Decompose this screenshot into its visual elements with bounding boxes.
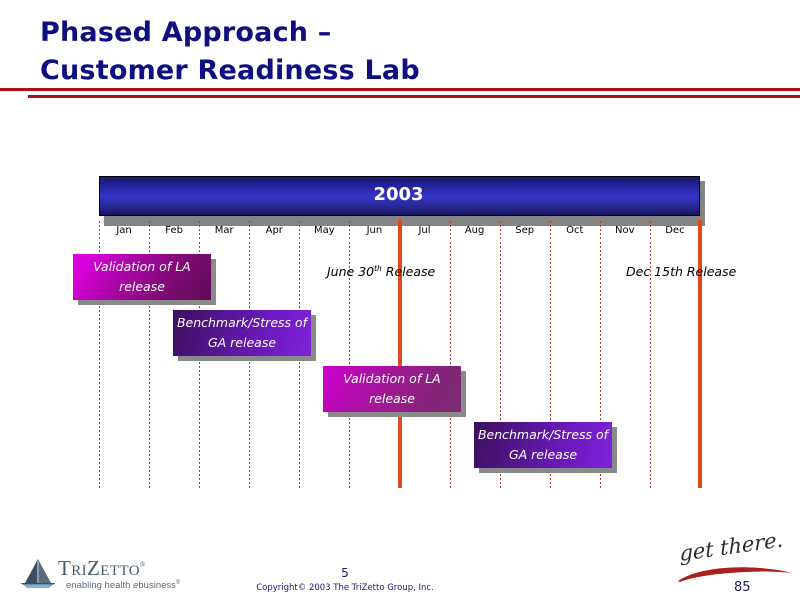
logo-word-t: T bbox=[58, 556, 72, 580]
month-label: Sep bbox=[515, 225, 535, 236]
swoosh-icon bbox=[678, 567, 792, 582]
task-bar-label-line: Benchmark/Stress of bbox=[477, 427, 609, 442]
month-label: Mar bbox=[214, 225, 234, 236]
logo-tagline-part-a: enabling health bbox=[66, 580, 134, 592]
gridline-4 bbox=[299, 242, 300, 488]
logo-word-ri: RI bbox=[71, 563, 88, 579]
month-cell-feb[interactable]: Feb bbox=[149, 220, 199, 242]
task-bar-1[interactable]: Validation of LA release bbox=[73, 254, 216, 305]
task-bar-fill bbox=[173, 310, 311, 356]
task-bar-fill bbox=[73, 254, 211, 300]
months-row-shadow bbox=[104, 221, 705, 226]
trizetto-logo: TRIZETTO® enabling health ebusiness® bbox=[18, 556, 180, 596]
task-bar-label: Benchmark/Stress of GA release bbox=[173, 310, 311, 356]
sailboat-logo-icon bbox=[21, 559, 55, 588]
title-divider-lower bbox=[28, 95, 800, 98]
logo-registered-mark: ® bbox=[139, 561, 146, 569]
months-row: Jan Feb Mar Apr May Jun Jul Aug Sep Oct Nov Dec bbox=[99, 220, 700, 242]
month-cell-aug[interactable]: Aug bbox=[449, 220, 500, 242]
month-cell-dec[interactable]: Dec bbox=[649, 220, 700, 242]
milestone-line-1 bbox=[398, 220, 402, 488]
month-cell-apr[interactable]: Apr bbox=[249, 220, 299, 242]
logo-word-etto: ETTO bbox=[100, 563, 140, 579]
gridline-2 bbox=[199, 242, 200, 488]
task-bar-label-line: release bbox=[119, 279, 165, 294]
title-divider-upper bbox=[0, 88, 800, 91]
gridline-10 bbox=[600, 242, 601, 488]
milestone-caption-suffix: Release bbox=[381, 264, 436, 280]
task-bar-label-line: release bbox=[369, 391, 415, 406]
month-label: Oct bbox=[566, 225, 584, 236]
task-bar-label-line: GA release bbox=[508, 447, 578, 462]
milestone-caption-2: Dec 15th Release bbox=[626, 264, 736, 279]
logo-tagline: enabling health ebusiness® bbox=[66, 580, 180, 591]
page-title-line-2: Customer Readiness Lab bbox=[40, 55, 420, 86]
month-label: Jan bbox=[116, 225, 132, 236]
logo-tagline-part-b: business bbox=[138, 580, 176, 592]
task-bar-label-line: GA release bbox=[207, 335, 277, 350]
month-cell-oct[interactable]: Oct bbox=[549, 220, 600, 242]
logo-tagline-e: e bbox=[133, 580, 139, 592]
year-label: 2003 bbox=[373, 184, 424, 205]
milestone-caption-1: June 30th Release bbox=[327, 264, 435, 279]
gridline-8 bbox=[500, 242, 501, 488]
page-number: 5 bbox=[341, 566, 349, 580]
month-label: Dec bbox=[665, 225, 685, 236]
task-bar-label-line: Validation of LA bbox=[343, 371, 441, 386]
task-bar-label: Benchmark/Stress of GA release bbox=[474, 422, 612, 468]
task-bar-2[interactable]: Benchmark/Stress of GA release bbox=[173, 310, 316, 361]
gridline-7 bbox=[450, 242, 451, 488]
copyright-notice: Copyright© 2003 The TriZetto Group, Inc. bbox=[256, 583, 434, 593]
task-bar-4[interactable]: Benchmark/Stress of GA release bbox=[474, 422, 617, 473]
month-label: Nov bbox=[615, 225, 635, 236]
slide-number: 85 bbox=[734, 580, 751, 595]
month-label: May bbox=[314, 225, 335, 236]
gridline-1 bbox=[149, 242, 150, 488]
gridline-9 bbox=[550, 242, 551, 488]
month-label: Aug bbox=[464, 225, 485, 236]
month-cell-mar[interactable]: Mar bbox=[199, 220, 249, 242]
milestone-caption-text: June 30 bbox=[327, 264, 375, 280]
month-label: Jun bbox=[366, 225, 383, 236]
timeline-chart: 2003 Jan Feb Mar Apr May Jun Jul Aug Sep Oct Nov De… bbox=[73, 176, 736, 488]
month-cell-nov[interactable]: Nov bbox=[599, 220, 650, 242]
month-label: Feb bbox=[165, 225, 183, 236]
milestone-caption-text: Dec 15th Release bbox=[626, 264, 737, 279]
task-bar-label: Validation of LA release bbox=[323, 366, 461, 412]
get-there-tagline-block: get there. 85 bbox=[676, 527, 794, 598]
task-bar-3[interactable]: Validation of LA release bbox=[323, 366, 466, 417]
logo-wordmark: TRIZETTO® bbox=[58, 556, 146, 581]
month-label: Apr bbox=[265, 225, 283, 236]
logo-tagline-registered-mark: ® bbox=[175, 580, 181, 586]
month-cell-may[interactable]: May bbox=[299, 220, 349, 242]
logo-word-z: Z bbox=[87, 556, 101, 580]
task-bar-label-line: Validation of LA bbox=[93, 259, 191, 274]
task-bar-label: Validation of LA release bbox=[73, 254, 211, 300]
month-cell-sep[interactable]: Sep bbox=[499, 220, 550, 242]
gridline-5 bbox=[349, 242, 350, 488]
get-there-tagline: get there. bbox=[679, 527, 784, 566]
page-title: Phased Approach – Customer Readiness Lab bbox=[40, 14, 740, 90]
gridline-0 bbox=[99, 242, 100, 488]
task-bar-fill bbox=[474, 422, 612, 468]
month-cell-jan[interactable]: Jan bbox=[99, 220, 149, 242]
milestone-caption-ordinal: th bbox=[374, 264, 382, 273]
year-header-bar bbox=[99, 176, 700, 216]
month-cell-jul[interactable]: Jul bbox=[399, 220, 449, 242]
gridline-3 bbox=[249, 242, 250, 488]
month-label: Jul bbox=[418, 225, 431, 236]
gridline-11 bbox=[650, 242, 651, 488]
task-bar-label-line: Benchmark/Stress of bbox=[176, 315, 308, 330]
task-bar-fill bbox=[323, 366, 461, 412]
page-title-line-1: Phased Approach – bbox=[40, 17, 332, 48]
month-cell-jun[interactable]: Jun bbox=[349, 220, 399, 242]
milestone-line-2 bbox=[698, 220, 702, 488]
